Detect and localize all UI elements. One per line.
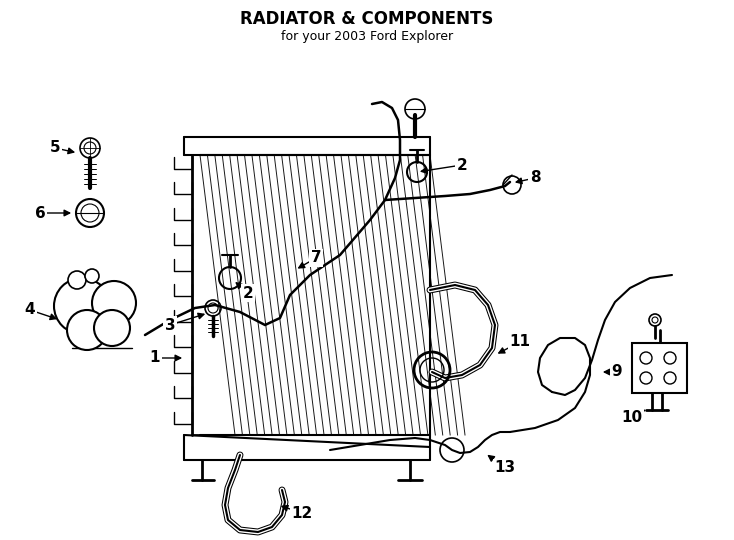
- Bar: [632, 343, 687, 393]
- Text: 5: 5: [50, 140, 60, 156]
- Text: RADIATOR & COMPONENTS: RADIATOR & COMPONENTS: [240, 10, 494, 28]
- Circle shape: [54, 278, 110, 334]
- Circle shape: [94, 310, 130, 346]
- Text: for your 2003 Ford Explorer: for your 2003 Ford Explorer: [281, 30, 453, 43]
- Text: 7: 7: [310, 251, 321, 266]
- Circle shape: [85, 269, 99, 283]
- Text: 3: 3: [164, 318, 175, 333]
- Text: 9: 9: [611, 364, 622, 380]
- Text: 8: 8: [530, 171, 540, 186]
- Circle shape: [67, 310, 107, 350]
- Text: 11: 11: [509, 334, 531, 349]
- Text: 12: 12: [291, 505, 313, 521]
- Text: 10: 10: [622, 410, 642, 426]
- Text: 2: 2: [243, 286, 253, 300]
- Text: 4: 4: [25, 302, 35, 318]
- Text: 1: 1: [150, 350, 160, 366]
- Text: 13: 13: [495, 461, 515, 476]
- Text: 6: 6: [34, 206, 46, 220]
- Text: 2: 2: [457, 158, 468, 172]
- Circle shape: [68, 271, 86, 289]
- Circle shape: [92, 281, 136, 325]
